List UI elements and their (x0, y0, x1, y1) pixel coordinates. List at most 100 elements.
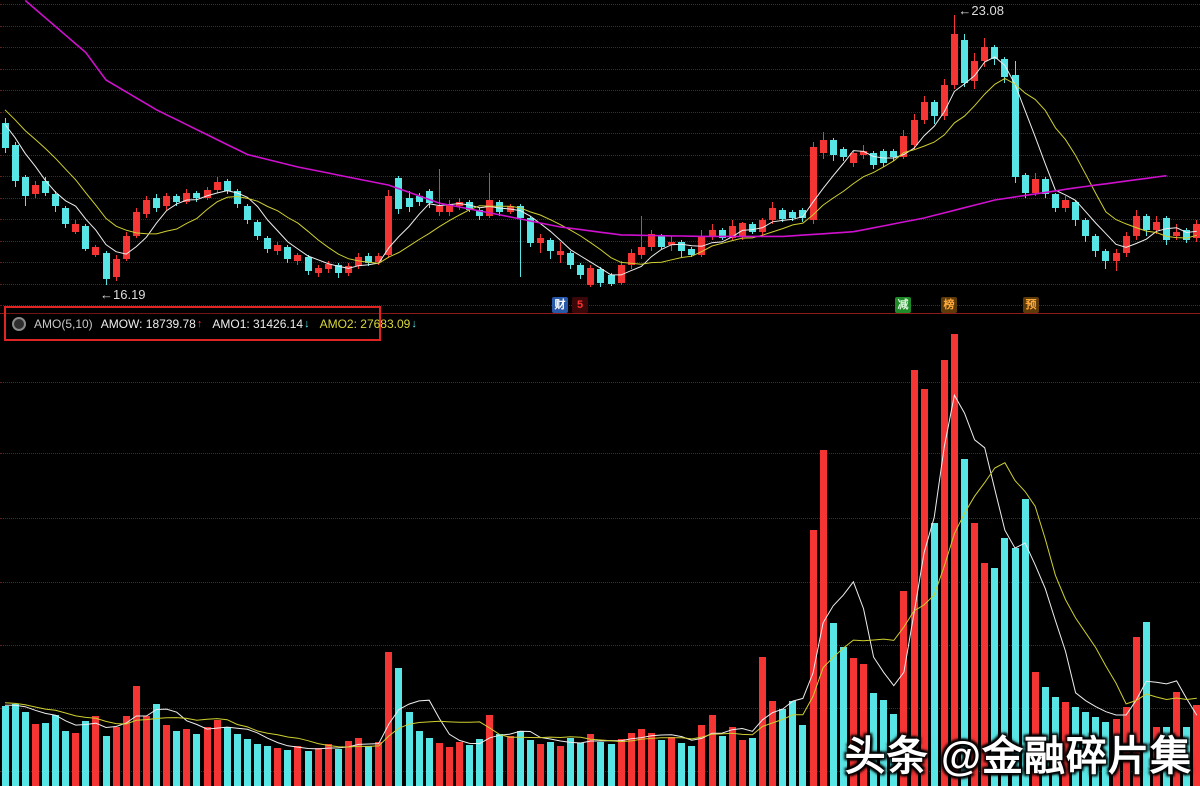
candle (82, 225, 90, 250)
candle (516, 206, 524, 218)
volume-bar (223, 726, 231, 786)
volume-bar (52, 714, 59, 786)
volume-bar (759, 657, 766, 786)
volume-bar (708, 714, 716, 786)
volume-bar (62, 731, 70, 786)
candle (243, 206, 251, 220)
grid-line (0, 154, 1200, 156)
candle (961, 39, 968, 83)
event-badge[interactable]: 预 (1023, 297, 1039, 313)
event-badge[interactable]: 财 (552, 297, 568, 313)
candle (344, 265, 352, 273)
volume-bar (627, 733, 635, 786)
volume-bar (132, 685, 140, 786)
volume-bar (597, 742, 605, 786)
volume-bar (567, 738, 575, 786)
grid-line (0, 708, 1200, 709)
volume-bar (395, 668, 403, 786)
grid-line (0, 382, 1200, 383)
grid-line (0, 133, 1200, 134)
candle (587, 268, 595, 285)
volume-bar (21, 711, 29, 786)
candle (466, 202, 474, 211)
candle (1072, 202, 1080, 220)
candle (617, 265, 625, 283)
volume-bar (557, 746, 564, 786)
volume-bar (546, 742, 554, 786)
candle (203, 189, 211, 199)
candle (1152, 221, 1160, 230)
candle (1142, 216, 1150, 230)
volume-bar (203, 726, 211, 786)
event-badge[interactable]: 减 (895, 297, 911, 313)
candle (496, 202, 504, 213)
volume-bar (1193, 704, 1200, 786)
volume-bar (355, 738, 362, 786)
candle (254, 221, 261, 236)
candle (304, 257, 312, 271)
volume-bar (92, 715, 100, 786)
event-badge[interactable]: 5 (572, 297, 588, 313)
volume-bar (284, 750, 292, 786)
candle (1132, 216, 1140, 236)
candle (678, 241, 686, 252)
candle (445, 204, 453, 213)
candle (546, 239, 554, 252)
volume-bar (526, 740, 534, 786)
volume-bar (718, 736, 726, 786)
event-badge[interactable]: 榜 (941, 297, 957, 313)
candle (567, 253, 575, 266)
candle (324, 264, 332, 269)
volume-bar (193, 734, 201, 786)
volume-bar (445, 747, 453, 786)
volume-bar (264, 746, 272, 786)
volume-bar (385, 652, 393, 786)
volume-bar (779, 708, 787, 786)
indicator-settings-icon[interactable] (12, 316, 26, 331)
candle (183, 192, 191, 203)
volume-bar (456, 742, 463, 786)
candle (11, 145, 19, 181)
grid-line (0, 453, 1200, 454)
candle (233, 190, 241, 205)
low-price-label: ←16.19 (100, 287, 146, 303)
volume-bar (233, 734, 241, 786)
grid-line (0, 645, 1200, 646)
volume-bar (607, 744, 615, 786)
candle (486, 200, 494, 217)
volume-bar (748, 738, 756, 786)
candle (1173, 231, 1181, 236)
candle (274, 245, 282, 252)
candle (21, 176, 29, 197)
volume-bar (425, 738, 433, 786)
candle (173, 196, 181, 203)
grid-line (0, 240, 1200, 242)
volume-bar (153, 703, 160, 786)
candle (526, 218, 534, 244)
candle (688, 249, 696, 256)
volume-bar (617, 739, 625, 786)
grid-line (0, 68, 1200, 70)
indicator-value-text: AMO2: 27683.09 (319, 316, 411, 331)
volume-bar (173, 731, 181, 786)
candle (1062, 200, 1069, 209)
candle (647, 233, 655, 248)
volume-bar (274, 748, 282, 786)
volume-bar (31, 723, 39, 786)
volume-bar (890, 713, 898, 786)
indicator-value-text: AMOW: 18739.78 (100, 316, 196, 331)
candle (668, 241, 676, 246)
volume-bar (809, 530, 817, 786)
amo-indicator-panel: AMO(5,10) AMOW: 18739.78 ↑ AMO1: 31426.14 ↓… (4, 306, 417, 341)
indicator-value: AMO1: 31426.14 ↓ (212, 317, 309, 331)
volume-bar (102, 736, 110, 786)
candle (506, 206, 514, 213)
candle (163, 196, 171, 207)
candle (41, 180, 49, 193)
candle (31, 184, 39, 195)
volume-bar (142, 715, 150, 786)
volume-bar (11, 703, 19, 786)
volume-bar (516, 731, 524, 786)
volume-bar (496, 734, 504, 786)
indicator-name: AMO(5,10) (34, 316, 93, 331)
